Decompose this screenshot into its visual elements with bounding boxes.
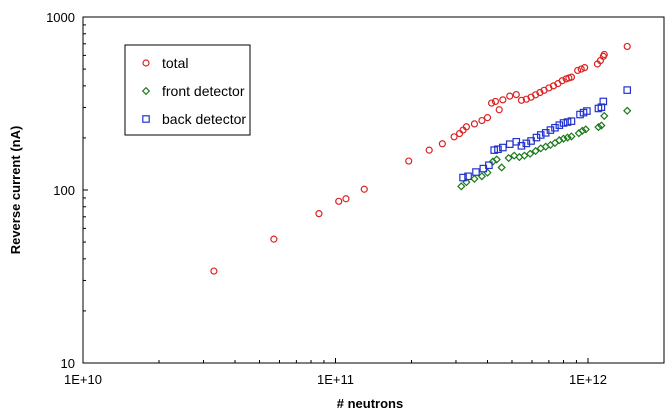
data-point-front-detector [497, 163, 506, 172]
data-point-total [210, 267, 218, 275]
x-tick-label: 1E+11 [317, 372, 354, 387]
data-point-total [450, 133, 458, 141]
data-point-front-detector [578, 126, 587, 135]
data-point-total [462, 123, 471, 131]
data-point-front-detector [581, 125, 590, 134]
data-point-back-detector [597, 103, 606, 112]
data-point-front-detector [531, 146, 540, 156]
series-front-detector [457, 106, 632, 191]
series-total [210, 42, 631, 275]
data-point-total [342, 195, 350, 203]
data-point-back-detector [490, 146, 498, 154]
data-point-front-detector [567, 132, 576, 141]
legend-label-front-detector: front detector [162, 83, 245, 99]
data-point-total [478, 116, 486, 125]
data-point-back-detector [536, 131, 545, 139]
data-point-back-detector [512, 137, 521, 146]
data-point-total [581, 63, 589, 72]
data-point-back-detector [583, 107, 591, 115]
data-point-front-detector [597, 121, 606, 130]
data-point-total [517, 96, 526, 104]
legend-markers [141, 59, 151, 123]
data-points [210, 42, 632, 275]
data-point-back-detector [464, 172, 472, 181]
data-point-total [491, 97, 500, 106]
legend-marker-total [142, 59, 150, 67]
data-point-front-detector [623, 106, 632, 115]
legend-marker-front-detector [141, 86, 151, 96]
data-point-back-detector [559, 119, 568, 127]
data-point-front-detector [457, 182, 466, 191]
legend-label-back-detector: back detector [162, 111, 246, 127]
data-point-back-detector [485, 161, 493, 170]
data-point-total [574, 66, 582, 75]
data-point-back-detector [522, 139, 531, 148]
data-point-back-detector [459, 173, 467, 182]
y-axis-title: Reverse current (nA) [8, 126, 23, 255]
x-axis-title: # neutrons [337, 396, 403, 411]
data-point-total [512, 90, 520, 99]
data-point-front-detector [470, 174, 479, 183]
data-point-front-detector [520, 151, 529, 160]
axis-ticks: 1E+10 1E+11 1E+12 10 100 1000 [46, 10, 665, 387]
data-point-front-detector [504, 153, 513, 163]
data-point-front-detector [559, 134, 568, 143]
data-point-total [360, 185, 368, 193]
data-point-back-detector [546, 126, 555, 134]
y-tick-label: 100 [53, 183, 75, 198]
x-tick-label: 1E+12 [569, 372, 607, 387]
y-tick-label: 10 [61, 356, 75, 371]
data-point-back-detector [567, 117, 576, 125]
data-point-front-detector [600, 111, 609, 121]
data-point-total [577, 65, 585, 73]
data-point-front-detector [594, 122, 603, 132]
data-point-total [558, 77, 566, 85]
data-point-total [499, 96, 507, 104]
data-point-back-detector [517, 142, 526, 150]
data-point-total [405, 157, 413, 165]
data-point-total [506, 92, 514, 100]
data-point-total [425, 146, 433, 154]
data-point-back-detector [599, 97, 608, 106]
data-point-back-detector [494, 145, 502, 154]
data-point-total [600, 50, 608, 59]
legend-label-total: total [162, 55, 188, 71]
data-point-front-detector [555, 136, 564, 145]
data-point-total [487, 99, 496, 107]
data-point-total [335, 197, 343, 205]
data-point-total [438, 140, 446, 148]
data-point-total [567, 73, 576, 81]
data-point-total [470, 120, 479, 128]
data-point-total [270, 235, 278, 243]
legend-marker-back-detector [142, 115, 150, 123]
data-point-total [315, 210, 323, 218]
data-point-back-detector [472, 168, 480, 176]
y-tick-label: 1000 [46, 10, 75, 25]
series-back-detector [459, 86, 632, 182]
data-point-back-detector [551, 123, 559, 132]
data-point-total [483, 114, 492, 122]
data-point-front-detector [492, 155, 501, 164]
data-point-back-detector [623, 86, 632, 94]
data-point-front-detector [525, 149, 535, 158]
data-point-back-detector [563, 118, 572, 126]
legend: total front detector back detector [124, 44, 251, 136]
data-point-front-detector [563, 133, 572, 142]
data-point-total [495, 106, 503, 114]
data-point-back-detector [532, 133, 541, 142]
x-tick-label: 1E+10 [64, 372, 102, 387]
data-point-total [623, 42, 631, 51]
data-point-back-detector [555, 121, 564, 129]
data-point-front-detector [510, 151, 519, 160]
